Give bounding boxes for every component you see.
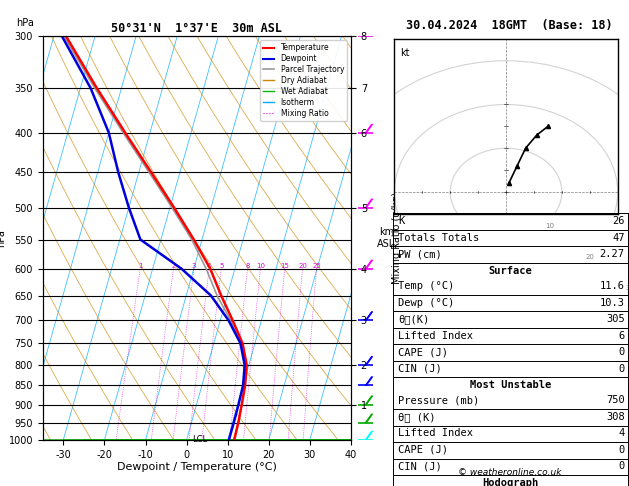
Text: CIN (J): CIN (J) bbox=[398, 462, 442, 471]
Text: θᴇ(K): θᴇ(K) bbox=[398, 314, 430, 324]
Text: 47: 47 bbox=[612, 233, 625, 243]
Text: kt: kt bbox=[400, 48, 409, 58]
Text: Lifted Index: Lifted Index bbox=[398, 330, 473, 341]
Text: 0: 0 bbox=[618, 445, 625, 455]
Text: 750: 750 bbox=[606, 396, 625, 405]
Text: Most Unstable: Most Unstable bbox=[470, 380, 551, 390]
Text: 6: 6 bbox=[618, 330, 625, 341]
X-axis label: Dewpoint / Temperature (°C): Dewpoint / Temperature (°C) bbox=[117, 462, 277, 472]
Text: Mixing Ratio (g/kg): Mixing Ratio (g/kg) bbox=[392, 192, 402, 284]
Text: Dewp (°C): Dewp (°C) bbox=[398, 297, 454, 308]
Text: 305: 305 bbox=[606, 314, 625, 324]
Text: 1: 1 bbox=[138, 262, 142, 269]
Text: CAPE (J): CAPE (J) bbox=[398, 347, 448, 357]
Text: © weatheronline.co.uk: © weatheronline.co.uk bbox=[458, 468, 561, 477]
Text: K: K bbox=[398, 216, 404, 226]
Text: 15: 15 bbox=[281, 262, 289, 269]
Legend: Temperature, Dewpoint, Parcel Trajectory, Dry Adiabat, Wet Adiabat, Isotherm, Mi: Temperature, Dewpoint, Parcel Trajectory… bbox=[260, 40, 347, 121]
Text: 4: 4 bbox=[207, 262, 211, 269]
Text: 10: 10 bbox=[256, 262, 265, 269]
Text: CIN (J): CIN (J) bbox=[398, 364, 442, 374]
Text: 8: 8 bbox=[245, 262, 250, 269]
Text: 10: 10 bbox=[546, 223, 555, 229]
Text: Surface: Surface bbox=[489, 266, 532, 276]
Text: 25: 25 bbox=[312, 262, 321, 269]
Text: Pressure (mb): Pressure (mb) bbox=[398, 396, 479, 405]
Y-axis label: km
ASL: km ASL bbox=[377, 227, 396, 249]
Text: 0: 0 bbox=[618, 462, 625, 471]
Text: 4: 4 bbox=[618, 429, 625, 438]
Text: 308: 308 bbox=[606, 412, 625, 422]
Text: 2.27: 2.27 bbox=[599, 249, 625, 260]
Y-axis label: hPa: hPa bbox=[0, 229, 6, 247]
Text: 30: 30 bbox=[625, 285, 629, 291]
Text: PW (cm): PW (cm) bbox=[398, 249, 442, 260]
Text: 10.3: 10.3 bbox=[599, 297, 625, 308]
Text: 0: 0 bbox=[618, 364, 625, 374]
Text: 20: 20 bbox=[298, 262, 307, 269]
Title: 50°31'N  1°37'E  30m ASL: 50°31'N 1°37'E 30m ASL bbox=[111, 22, 282, 35]
Text: CAPE (J): CAPE (J) bbox=[398, 445, 448, 455]
Text: LCL: LCL bbox=[192, 435, 208, 444]
Text: 26: 26 bbox=[612, 216, 625, 226]
Text: hPa: hPa bbox=[16, 18, 35, 28]
Text: Totals Totals: Totals Totals bbox=[398, 233, 479, 243]
Text: Hodograph: Hodograph bbox=[482, 478, 538, 486]
Text: 2: 2 bbox=[171, 262, 175, 269]
Text: Temp (°C): Temp (°C) bbox=[398, 281, 454, 291]
Text: 3: 3 bbox=[192, 262, 196, 269]
Text: θᴇ (K): θᴇ (K) bbox=[398, 412, 436, 422]
Text: 5: 5 bbox=[219, 262, 223, 269]
Text: 30.04.2024  18GMT  (Base: 18): 30.04.2024 18GMT (Base: 18) bbox=[406, 19, 613, 33]
Text: 20: 20 bbox=[586, 254, 594, 260]
Text: 0: 0 bbox=[618, 347, 625, 357]
Text: Lifted Index: Lifted Index bbox=[398, 429, 473, 438]
Text: 11.6: 11.6 bbox=[599, 281, 625, 291]
